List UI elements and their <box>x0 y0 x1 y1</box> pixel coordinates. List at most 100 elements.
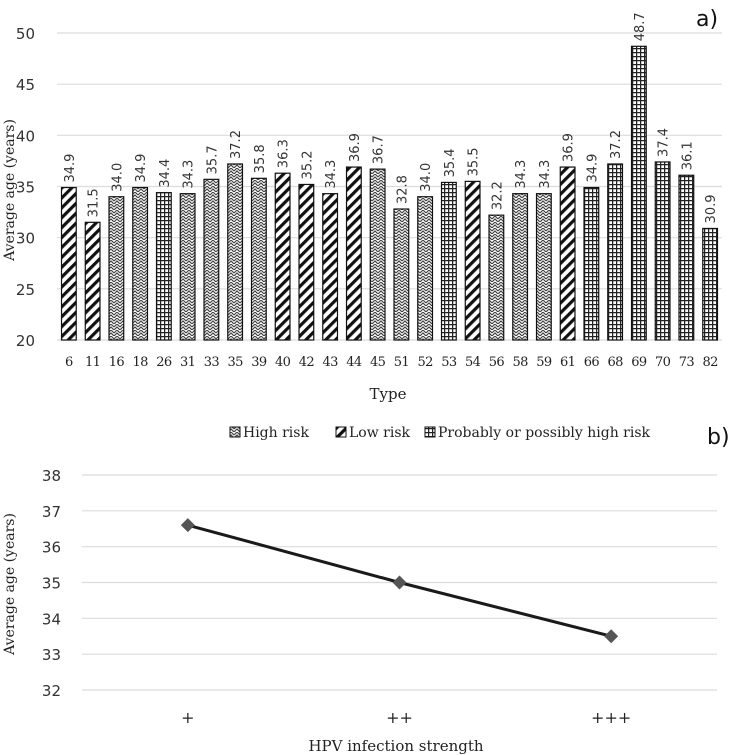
data-label: 34.9 <box>134 154 149 183</box>
y-tick-label: 32 <box>42 682 61 700</box>
x-tick-label: 68 <box>607 355 623 370</box>
x-tick-label: 39 <box>251 355 267 370</box>
bar-type-6 <box>60 186 77 341</box>
y-tick-label: 36 <box>42 539 61 557</box>
legend-swatch-high <box>229 426 241 438</box>
data-label: 36.1 <box>680 141 695 170</box>
x-axis-label: HPV infection strength <box>308 737 483 755</box>
y-tick-label: 40 <box>16 127 35 145</box>
legend: High risk Low risk Probably or possibly hi… <box>229 425 651 441</box>
x-tick-label: +++ <box>591 708 631 727</box>
y-tick-label: 25 <box>16 281 35 299</box>
x-tick-label: 51 <box>394 355 409 370</box>
data-label: 36.7 <box>372 135 387 164</box>
data-label: 34.3 <box>514 160 529 189</box>
y-tick-label: 45 <box>16 76 35 94</box>
x-tick-label: 40 <box>275 355 291 370</box>
data-label: 37.2 <box>229 130 244 159</box>
x-tick-label: 44 <box>346 355 362 370</box>
x-tick-label: 66 <box>584 355 600 370</box>
x-tick-label: 52 <box>417 355 432 370</box>
bar-type-44 <box>345 166 362 341</box>
legend-label-low: Low risk <box>349 425 411 441</box>
x-tick-label: 70 <box>655 355 671 370</box>
data-label: 34.0 <box>110 163 125 192</box>
data-label: 34.9 <box>585 154 600 183</box>
bar-type-39 <box>250 177 267 341</box>
data-label: 34.3 <box>538 160 553 189</box>
data-point-marker <box>180 518 195 533</box>
data-label: 34.4 <box>158 159 173 188</box>
bar-type-43 <box>322 193 339 341</box>
bar-type-35 <box>227 163 244 341</box>
y-tick-label: 20 <box>16 332 35 350</box>
data-point-marker <box>604 629 619 644</box>
data-label: 36.3 <box>277 139 292 168</box>
data-label: 34.3 <box>324 160 339 189</box>
data-point-marker <box>392 575 407 590</box>
data-label: 36.9 <box>562 133 577 162</box>
legend-label-high: High risk <box>243 425 309 441</box>
x-tick-label: 18 <box>132 355 148 370</box>
data-label: 30.9 <box>704 195 719 224</box>
x-tick-label: 33 <box>204 355 220 370</box>
bar-chart-age-by-type: 20 25 30 35 40 45 50 34.9 31.5 34.0 34.9 34.4 34.3 3… <box>2 7 722 441</box>
data-label: 32.2 <box>490 181 505 210</box>
data-label: 37.2 <box>609 130 624 159</box>
x-tick-label: 61 <box>560 355 575 370</box>
bar-type-40 <box>274 172 291 341</box>
legend-swatch-low <box>335 426 347 438</box>
bar-type-16 <box>108 196 125 341</box>
x-tick-label: 31 <box>180 355 195 370</box>
bar-type-69 <box>630 45 647 341</box>
bar-type-52 <box>417 196 434 341</box>
x-tick-label: 16 <box>109 355 125 370</box>
data-label: 34.3 <box>182 160 197 189</box>
data-label: 35.8 <box>253 144 268 173</box>
x-tick-label: + <box>181 708 194 727</box>
x-tick-label: 59 <box>536 355 552 370</box>
y-tick-label: 37 <box>42 503 61 521</box>
x-tick-label: 82 <box>702 355 717 370</box>
x-tick-label: 69 <box>631 355 647 370</box>
x-tick-label: 42 <box>299 355 314 370</box>
data-label: 34.9 <box>63 154 78 183</box>
data-label: 36.9 <box>348 133 363 162</box>
data-label: 35.4 <box>443 148 458 177</box>
bar-type-51 <box>393 208 410 341</box>
bar-type-58 <box>512 193 529 341</box>
x-tick-label: 56 <box>489 355 505 370</box>
y-tick-label: 50 <box>16 25 35 43</box>
y-tick-label: 30 <box>16 230 35 248</box>
data-label: 35.7 <box>205 145 220 174</box>
bar-type-56 <box>488 214 505 341</box>
bar-type-26 <box>155 192 172 341</box>
bar-type-66 <box>583 186 600 341</box>
y-axis-label: Average age (years) <box>2 513 18 656</box>
x-tick-label: 53 <box>441 355 457 370</box>
data-label: 31.5 <box>87 188 102 217</box>
x-axis-label: Type <box>370 385 407 403</box>
panel-label-a: a) <box>696 7 718 32</box>
y-tick-label: 35 <box>16 179 35 197</box>
bar-type-31 <box>179 193 196 341</box>
y-tick-label: 34 <box>42 610 61 628</box>
x-tick-label: 11 <box>85 355 100 370</box>
x-tick-label: 58 <box>512 355 528 370</box>
panel-label-b: b) <box>707 425 729 450</box>
data-label: 35.2 <box>300 151 315 180</box>
x-tick-label: 45 <box>370 355 386 370</box>
bar-type-54 <box>464 180 481 341</box>
y-tick-label: 33 <box>42 646 61 664</box>
x-tick-label: 73 <box>679 355 695 370</box>
data-label: 35.5 <box>467 147 482 176</box>
bar-type-82 <box>702 227 719 341</box>
legend-label-probable: Probably or possibly high risk <box>438 425 651 441</box>
x-tick-label: 54 <box>465 355 481 370</box>
data-label: 34.0 <box>419 163 434 192</box>
x-tick-label: ++ <box>386 708 413 727</box>
x-tick-label: 26 <box>156 355 172 370</box>
data-label: 32.8 <box>395 175 410 204</box>
